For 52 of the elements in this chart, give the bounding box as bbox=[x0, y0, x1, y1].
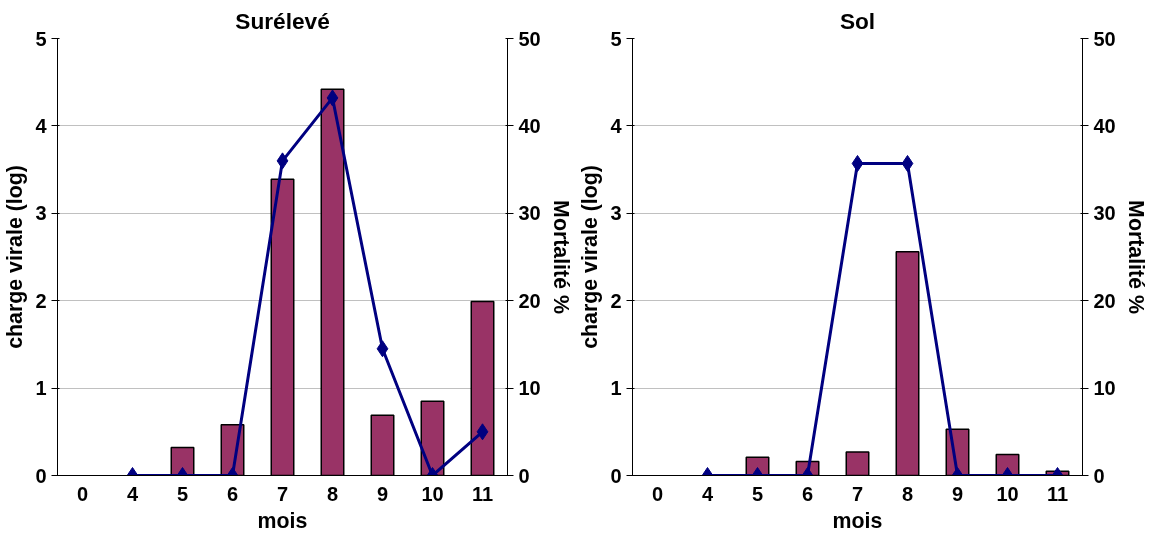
x-tick-label: 8 bbox=[901, 482, 914, 505]
x-tick-label: 10 bbox=[996, 482, 1019, 505]
x-tick-label: 0 bbox=[651, 482, 664, 505]
y-tick-label: 4 bbox=[35, 114, 48, 137]
x-tick-label: 9 bbox=[951, 482, 964, 505]
x-tick-label: 6 bbox=[801, 482, 814, 505]
point bbox=[276, 152, 289, 170]
y2-tick-label: 10 bbox=[1093, 377, 1116, 400]
y-tick-label: 2 bbox=[35, 289, 47, 312]
y2-tick-label: 0 bbox=[1093, 464, 1105, 487]
y2-tick-label: 30 bbox=[518, 202, 541, 225]
y-axis-title: charge virale (log) bbox=[3, 165, 28, 349]
x-tick-label: 9 bbox=[376, 482, 389, 505]
x-tick-label: 5 bbox=[176, 482, 189, 505]
y-tick-label: 3 bbox=[610, 202, 622, 225]
y-tick-label: 4 bbox=[610, 114, 623, 137]
x-tick-label: 7 bbox=[851, 482, 864, 505]
y-axis-title: charge virale (log) bbox=[578, 165, 603, 349]
x-tick-label: 11 bbox=[1046, 482, 1069, 505]
y2-tick-label: 20 bbox=[1093, 289, 1116, 312]
y2-axis-title: Mortalité % bbox=[1123, 200, 1148, 314]
y2-tick-label: 40 bbox=[1093, 114, 1116, 137]
y-tick-label: 5 bbox=[610, 27, 622, 50]
y-tick-label: 1 bbox=[35, 377, 47, 400]
y2-tick-label: 30 bbox=[1093, 202, 1116, 225]
x-tick-label: 5 bbox=[751, 482, 764, 505]
x-tick-label: 10 bbox=[421, 482, 444, 505]
y2-tick-label: 20 bbox=[518, 289, 541, 312]
x-tick-label: 6 bbox=[226, 482, 239, 505]
point bbox=[326, 89, 339, 107]
x-tick-label: 4 bbox=[701, 482, 714, 505]
x-axis-title: mois bbox=[257, 508, 308, 533]
x-tick-label: 4 bbox=[126, 482, 139, 505]
y2-tick-label: 40 bbox=[518, 114, 541, 137]
y-tick-label: 0 bbox=[35, 464, 47, 487]
x-tick-label: 0 bbox=[76, 482, 89, 505]
x-axis-title: mois bbox=[832, 508, 883, 533]
y2-tick-label: 50 bbox=[518, 27, 541, 50]
y-tick-label: 3 bbox=[35, 202, 47, 225]
y2-tick-label: 0 bbox=[518, 464, 530, 487]
chart-title: Surélevé bbox=[235, 7, 330, 34]
x-tick-label: 11 bbox=[471, 482, 494, 505]
x-tick-label: 7 bbox=[276, 482, 289, 505]
y-tick-label: 1 bbox=[610, 377, 622, 400]
y2-tick-label: 50 bbox=[1093, 27, 1116, 50]
y-tick-label: 2 bbox=[610, 289, 622, 312]
chart-title: Sol bbox=[839, 7, 876, 34]
y2-tick-label: 10 bbox=[518, 377, 541, 400]
y-tick-label: 0 bbox=[610, 464, 622, 487]
y2-axis-title: Mortalité % bbox=[548, 200, 573, 314]
x-tick-label: 8 bbox=[326, 482, 339, 505]
y-tick-label: 5 bbox=[35, 27, 47, 50]
